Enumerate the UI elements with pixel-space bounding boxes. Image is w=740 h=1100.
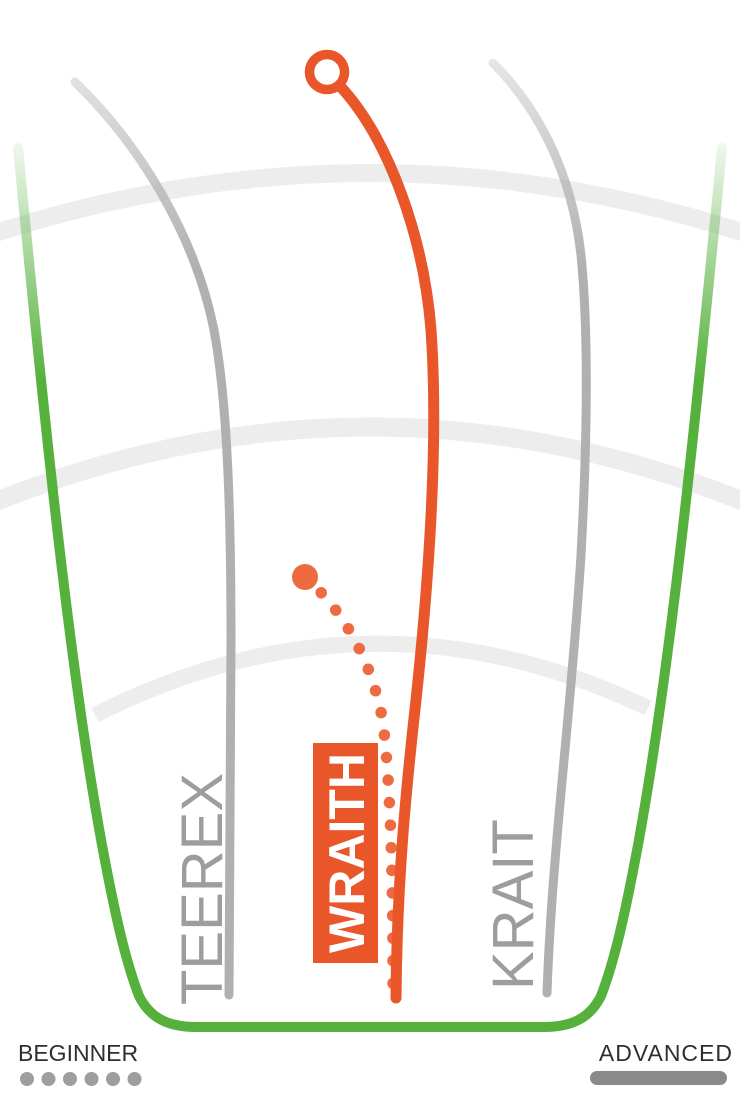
teerex-label: TEEREX — [170, 773, 235, 1005]
beginner-skill-dot — [41, 1072, 56, 1086]
beginner-skill-dot — [84, 1072, 99, 1086]
beginner-label: BEGINNER — [18, 1040, 138, 1066]
distance-arc-middle — [0, 417, 740, 511]
beginner-skill-dot — [20, 1072, 34, 1086]
beginner-skill-dots — [20, 1072, 142, 1086]
wraith-flight-path — [334, 80, 440, 1004]
wraith-label: WRAITH — [319, 753, 375, 953]
advanced-label: ADVANCED — [599, 1040, 733, 1066]
beginner-skill-dot — [127, 1072, 142, 1086]
distance-arc-top — [0, 164, 740, 242]
beginner-skill-dot — [63, 1072, 77, 1086]
advanced-skill-bar — [590, 1071, 727, 1085]
dotted-start-dot — [292, 564, 318, 590]
wraith-label-plate — [313, 743, 378, 963]
teerex-flight-path — [70, 77, 236, 1000]
beginner-skill-dot — [106, 1072, 120, 1086]
flight-start-ring-icon — [304, 49, 350, 95]
krait-label: KRAIT — [481, 819, 546, 990]
krait-flight-path — [488, 58, 591, 998]
fairway-boundary — [13, 143, 727, 1032]
